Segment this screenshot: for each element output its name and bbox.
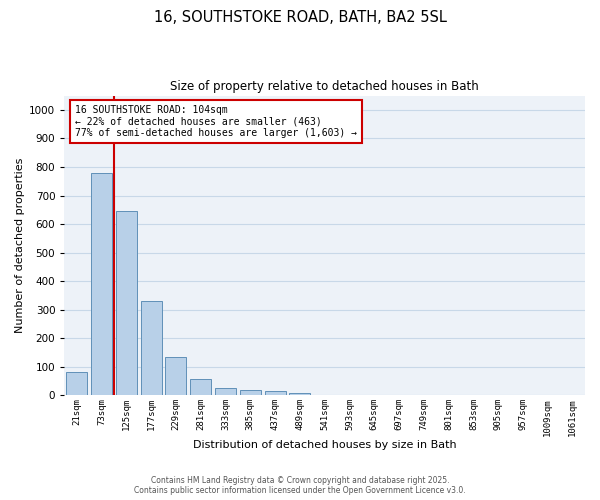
Bar (91, 172, 112, 396)
Text: Contains HM Land Registry data © Crown copyright and database right 2025.
Contai: Contains HM Land Registry data © Crown c… (134, 476, 466, 495)
Bar (166, 357, 187, 396)
Y-axis label: Number of detached properties: Number of detached properties (15, 158, 25, 333)
Text: 16, SOUTHSTOKE ROAD, BATH, BA2 5SL: 16, SOUTHSTOKE ROAD, BATH, BA2 5SL (154, 10, 446, 25)
Title: Size of property relative to detached houses in Bath: Size of property relative to detached ho… (170, 80, 479, 93)
Bar (240, 390, 261, 396)
Bar (140, 301, 161, 396)
Bar (190, 379, 211, 396)
Bar (215, 388, 236, 396)
Bar (289, 392, 310, 396)
Bar (116, 211, 137, 396)
Bar (265, 391, 286, 396)
X-axis label: Distribution of detached houses by size in Bath: Distribution of detached houses by size … (193, 440, 457, 450)
Bar (66, 372, 87, 396)
Text: 16 SOUTHSTOKE ROAD: 104sqm
← 22% of detached houses are smaller (463)
77% of sem: 16 SOUTHSTOKE ROAD: 104sqm ← 22% of deta… (75, 104, 357, 138)
